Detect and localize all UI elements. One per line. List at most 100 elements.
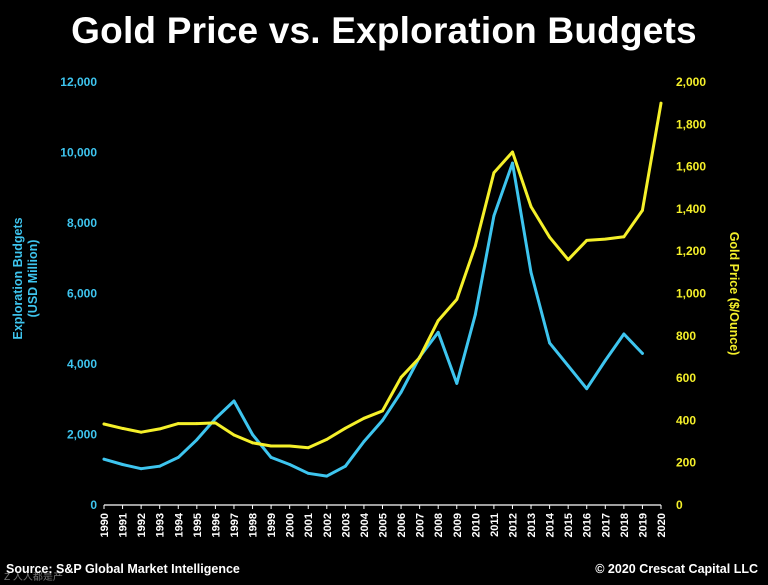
exploration-budgets-point <box>232 399 236 403</box>
exploration-budgets-point <box>195 438 199 442</box>
exploration-budgets-point <box>585 387 589 391</box>
gold-price-point <box>603 237 607 241</box>
gold-price-point <box>139 430 143 434</box>
exploration-budgets-point <box>139 467 143 471</box>
x-tick-label: 2007 <box>415 513 427 537</box>
gold-price-point <box>418 356 422 359</box>
left-axis-label-line: Exploration Budgets <box>11 217 25 339</box>
x-tick-label: 1995 <box>192 513 204 537</box>
right-tick-label: 200 <box>676 456 696 470</box>
exploration-budgets-point <box>641 352 644 355</box>
x-tick-label: 2018 <box>619 513 631 537</box>
left-axis-label: Exploration Budgets(USD Million) <box>11 217 40 339</box>
chart-title: Gold Price vs. Exploration Budgets <box>71 10 697 51</box>
gold-price-point <box>269 444 273 448</box>
x-tick-label: 1996 <box>210 513 222 537</box>
copyright-note: © 2020 Crescat Capital LLC <box>595 562 758 576</box>
right-tick-label: 800 <box>676 329 696 343</box>
gold-price-point <box>214 421 217 425</box>
exploration-budgets-point <box>566 364 570 368</box>
x-tick-label: 2003 <box>340 513 352 537</box>
right-tick-label: 0 <box>676 498 683 512</box>
gold-price-point <box>585 239 589 242</box>
gold-price-point <box>399 375 403 379</box>
right-tick-label: 1,200 <box>676 244 706 258</box>
x-tick-label: 2002 <box>322 513 334 537</box>
exploration-budgets-point <box>622 332 626 336</box>
exploration-budgets-point <box>548 341 551 345</box>
left-tick-label: 0 <box>90 498 97 512</box>
exploration-budgets-point <box>529 270 533 274</box>
exploration-budgets-point <box>325 474 329 478</box>
left-tick-label: 2,000 <box>67 428 97 442</box>
exploration-budgets-point <box>436 330 440 334</box>
gold-price-point <box>659 101 663 105</box>
x-tick-label: 2008 <box>433 513 445 537</box>
right-axis-label: Gold Price ($/Ounce) <box>727 232 741 356</box>
exploration-budgets-point <box>473 313 477 317</box>
gold-price-point <box>158 427 162 431</box>
exploration-budgets-point <box>306 471 310 475</box>
gold-price-point <box>251 441 254 445</box>
x-tick-label: 2009 <box>452 513 464 537</box>
exploration-budgets-point <box>269 456 273 459</box>
gold-price-point <box>102 422 106 426</box>
x-tick-label: 2005 <box>378 513 390 537</box>
exploration-budgets-point <box>511 161 514 165</box>
gold-price-point <box>362 416 366 420</box>
exploration-budgets-point <box>603 359 607 362</box>
exploration-budgets-point <box>251 433 254 436</box>
left-tick-label: 12,000 <box>60 75 97 89</box>
gold-price-point <box>288 444 292 448</box>
x-tick-label: 1992 <box>136 513 148 537</box>
exploration-budgets-point <box>288 463 292 466</box>
exploration-budgets-point <box>455 381 459 385</box>
x-tick-label: 2014 <box>545 512 557 537</box>
gold-price-point <box>492 171 496 175</box>
right-tick-label: 1,400 <box>676 202 706 216</box>
right-tick-label: 1,600 <box>676 160 706 174</box>
gold-price-point <box>343 426 347 430</box>
x-tick-label: 2006 <box>396 513 408 537</box>
gold-price-point <box>641 208 644 212</box>
right-tick-label: 1,800 <box>676 117 706 131</box>
gold-price-line <box>102 101 663 450</box>
x-tick-label: 2015 <box>563 513 575 537</box>
exploration-budgets-point <box>362 440 366 443</box>
gold-price-point <box>381 409 384 413</box>
right-tick-label: 600 <box>676 371 696 385</box>
watermark: Z 人人都是产 <box>4 572 63 583</box>
gold-price-point <box>455 298 459 301</box>
exploration-budgets-point <box>399 390 403 394</box>
gold-price-point <box>473 244 477 248</box>
exploration-budgets-point <box>343 464 347 468</box>
exploration-budgets-point <box>214 417 217 421</box>
x-tick-label: 2019 <box>637 513 649 537</box>
exploration-budgets-point <box>158 464 162 468</box>
left-tick-label: 4,000 <box>67 357 97 371</box>
exploration-budgets-point <box>492 214 496 218</box>
x-tick-label: 2020 <box>656 513 668 537</box>
left-axis-label-line: (USD Million) <box>26 240 40 318</box>
right-tick-label: 2,000 <box>676 75 706 89</box>
x-tick-label: 1998 <box>248 513 260 537</box>
exploration-budgets-point <box>176 456 180 459</box>
x-tick-label: 1997 <box>229 513 241 537</box>
x-tick-label: 2012 <box>507 513 519 537</box>
x-tick-label: 2013 <box>526 513 538 537</box>
exploration-budgets-point <box>102 457 106 461</box>
x-tick-label: 2010 <box>470 513 482 537</box>
x-tick-label: 1999 <box>266 513 278 537</box>
gold-price-point <box>121 427 124 430</box>
x-tick-label: 2016 <box>582 513 594 537</box>
gold-price-point <box>529 205 533 208</box>
left-tick-label: 8,000 <box>67 216 97 230</box>
source-note: Source: S&P Global Market Intelligence <box>6 562 240 576</box>
gold-price-point <box>511 150 514 154</box>
x-tick-label: 2000 <box>285 513 297 537</box>
exploration-budgets-line <box>102 161 644 478</box>
gold-price-point <box>325 438 329 441</box>
gold-price-point <box>306 446 310 450</box>
right-tick-label: 1,000 <box>676 287 706 301</box>
